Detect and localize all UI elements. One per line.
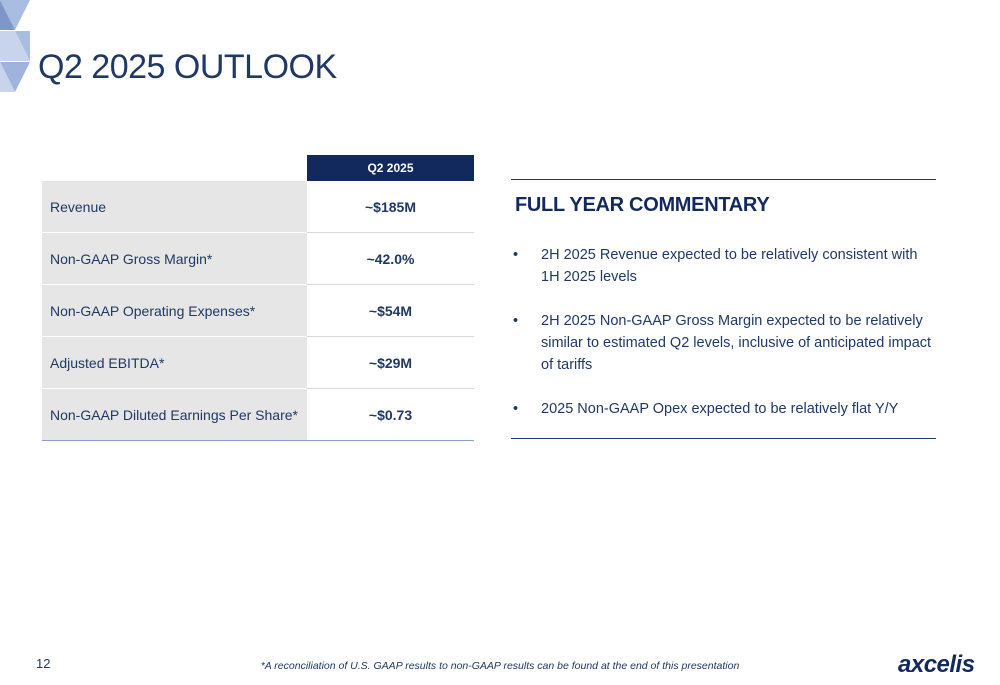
header-blank-cell	[42, 155, 307, 181]
table-row: Non-GAAP Gross Margin* ~42.0%	[42, 232, 474, 285]
commentary-title: FULL YEAR COMMENTARY	[515, 194, 770, 216]
bullet-icon: •	[513, 247, 519, 263]
axcelis-logo: axcelis	[898, 651, 975, 678]
list-item: • 2H 2025 Revenue expected to be relativ…	[511, 244, 936, 288]
outlook-table: Q2 2025 Revenue ~$185M Non-GAAP Gross Ma…	[42, 155, 474, 441]
period-header: Q2 2025	[307, 155, 474, 181]
row-label: Adjusted EBITDA*	[42, 336, 307, 389]
table-header-row: Q2 2025	[42, 155, 474, 181]
page-title: Q2 2025 OUTLOOK	[38, 48, 337, 86]
table-row: Revenue ~$185M	[42, 181, 474, 233]
row-value: ~$54M	[307, 284, 474, 337]
bullet-icon: •	[513, 313, 519, 329]
table-row: Non-GAAP Diluted Earnings Per Share* ~$0…	[42, 388, 474, 441]
bullet-text: 2H 2025 Revenue expected to be relativel…	[541, 247, 918, 285]
page-number: 12	[36, 656, 51, 671]
bullet-icon: •	[513, 401, 519, 417]
row-value: ~$0.73	[307, 388, 474, 441]
row-value: ~$29M	[307, 336, 474, 389]
row-value: ~$185M	[307, 181, 474, 233]
list-item: • 2025 Non-GAAP Opex expected to be rela…	[511, 398, 936, 420]
row-value: ~42.0%	[307, 232, 474, 285]
bullet-text: 2025 Non-GAAP Opex expected to be relati…	[541, 401, 899, 417]
full-year-commentary-panel: FULL YEAR COMMENTARY • 2H 2025 Revenue e…	[511, 179, 936, 439]
footnote: *A reconciliation of U.S. GAAP results t…	[260, 660, 740, 672]
list-item: • 2H 2025 Non-GAAP Gross Margin expected…	[511, 310, 936, 376]
row-label: Non-GAAP Diluted Earnings Per Share*	[42, 388, 307, 441]
commentary-bullet-list: • 2H 2025 Revenue expected to be relativ…	[511, 244, 936, 442]
table-row: Adjusted EBITDA* ~$29M	[42, 336, 474, 389]
bullet-text: 2H 2025 Non-GAAP Gross Margin expected t…	[541, 313, 932, 373]
row-label: Non-GAAP Operating Expenses*	[42, 284, 307, 337]
row-label: Non-GAAP Gross Margin*	[42, 232, 307, 285]
corner-triangle-decoration	[0, 0, 30, 92]
table-row: Non-GAAP Operating Expenses* ~$54M	[42, 284, 474, 337]
row-label: Revenue	[42, 181, 307, 233]
